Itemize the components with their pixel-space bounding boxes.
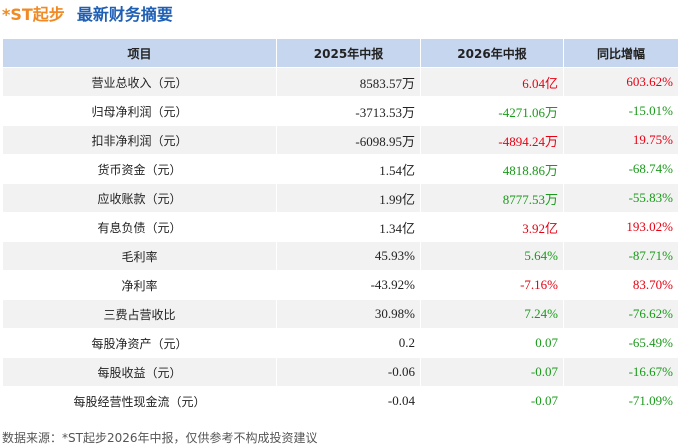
cell-value: -4894.24万 [420, 125, 564, 155]
cell-value: 4818.86万 [420, 154, 564, 184]
table-row: 扣非净利润（元） -6098.95万 -4894.24万 19.75% [2, 125, 679, 155]
cell-value: 19.75% [563, 125, 679, 155]
column-header: 同比增幅 [563, 38, 679, 68]
page-title: 最新财务摘要 [76, 5, 173, 24]
table-row: 应收账款（元） 1.99亿 8777.53万 -55.83% [2, 183, 679, 213]
row-label: 归母净利润（元） [2, 96, 277, 126]
row-label: 毛利率 [2, 241, 277, 271]
table-row: 净利率 -43.92% -7.16% 83.70% [2, 270, 679, 300]
table-row: 有息负债（元） 1.34亿 3.92亿 193.02% [2, 212, 679, 242]
column-header: 项目 [2, 38, 277, 68]
cell-value: -15.01% [563, 96, 679, 126]
cell-value: 6.04亿 [420, 67, 564, 97]
row-label: 有息负债（元） [2, 212, 277, 242]
cell-value: 3.92亿 [420, 212, 564, 242]
cell-value: 45.93% [276, 241, 421, 271]
cell-value: 1.34亿 [276, 212, 421, 242]
column-header: 2025年中报 [276, 38, 421, 68]
row-label: 净利率 [2, 270, 277, 300]
row-label: 扣非净利润（元） [2, 125, 277, 155]
row-label: 每股经营性现金流（元） [2, 386, 277, 416]
cell-value: 193.02% [563, 212, 679, 242]
cell-value: -0.06 [276, 357, 421, 387]
cell-value: -0.04 [276, 386, 421, 416]
table-row: 每股经营性现金流（元） -0.04 -0.07 -71.09% [2, 386, 679, 416]
cell-value: 83.70% [563, 270, 679, 300]
table-row: 三费占营收比 30.98% 7.24% -76.62% [2, 299, 679, 329]
cell-value: -76.62% [563, 299, 679, 329]
cell-value: 30.98% [276, 299, 421, 329]
cell-value: 0.07 [420, 328, 564, 358]
cell-value: -0.07 [420, 386, 564, 416]
cell-value: 7.24% [420, 299, 564, 329]
cell-value: 603.62% [563, 67, 679, 97]
row-label: 每股净资产（元） [2, 328, 277, 358]
table-row: 归母净利润（元） -3713.53万 -4271.06万 -15.01% [2, 96, 679, 126]
row-label: 应收账款（元） [2, 183, 277, 213]
cell-value: -0.07 [420, 357, 564, 387]
cell-value: -3713.53万 [276, 96, 421, 126]
cell-value: 0.2 [276, 328, 421, 358]
table-row: 每股收益（元） -0.06 -0.07 -16.67% [2, 357, 679, 387]
table-row: 毛利率 45.93% 5.64% -87.71% [2, 241, 679, 271]
title-bar: *ST起步 最新财务摘要 [2, 2, 173, 28]
cell-value: 1.54亿 [276, 154, 421, 184]
cell-value: -71.09% [563, 386, 679, 416]
cell-value: -16.67% [563, 357, 679, 387]
cell-value: -65.49% [563, 328, 679, 358]
column-header: 2026年中报 [420, 38, 564, 68]
cell-value: 1.99亿 [276, 183, 421, 213]
source-note: 数据来源：*ST起步2026年中报，仅供参考不构成投资建议 [2, 431, 318, 445]
cell-value: -4271.06万 [420, 96, 564, 126]
table-row: 每股净资产（元） 0.2 0.07 -65.49% [2, 328, 679, 358]
row-label: 每股收益（元） [2, 357, 277, 387]
cell-value: 5.64% [420, 241, 564, 271]
cell-value: -43.92% [276, 270, 421, 300]
header-row: 项目 2025年中报 2026年中报 同比增幅 [2, 38, 679, 68]
cell-value: -68.74% [563, 154, 679, 184]
row-label: 货币资金（元） [2, 154, 277, 184]
table-row: 营业总收入（元） 8583.57万 6.04亿 603.62% [2, 67, 679, 97]
summary-table: 项目 2025年中报 2026年中报 同比增幅 营业总收入（元） 8583.57万 6.0… [2, 38, 679, 416]
company-name: *ST起步 [2, 5, 65, 24]
cell-value: 8583.57万 [276, 67, 421, 97]
cell-value: -87.71% [563, 241, 679, 271]
row-label: 营业总收入（元） [2, 67, 277, 97]
cell-value: -6098.95万 [276, 125, 421, 155]
cell-value: -55.83% [563, 183, 679, 213]
row-label: 三费占营收比 [2, 299, 277, 329]
cell-value: -7.16% [420, 270, 564, 300]
cell-value: 8777.53万 [420, 183, 564, 213]
table-row: 货币资金（元） 1.54亿 4818.86万 -68.74% [2, 154, 679, 184]
table-body: 营业总收入（元） 8583.57万 6.04亿 603.62% 归母净利润（元） -371… [2, 67, 679, 416]
